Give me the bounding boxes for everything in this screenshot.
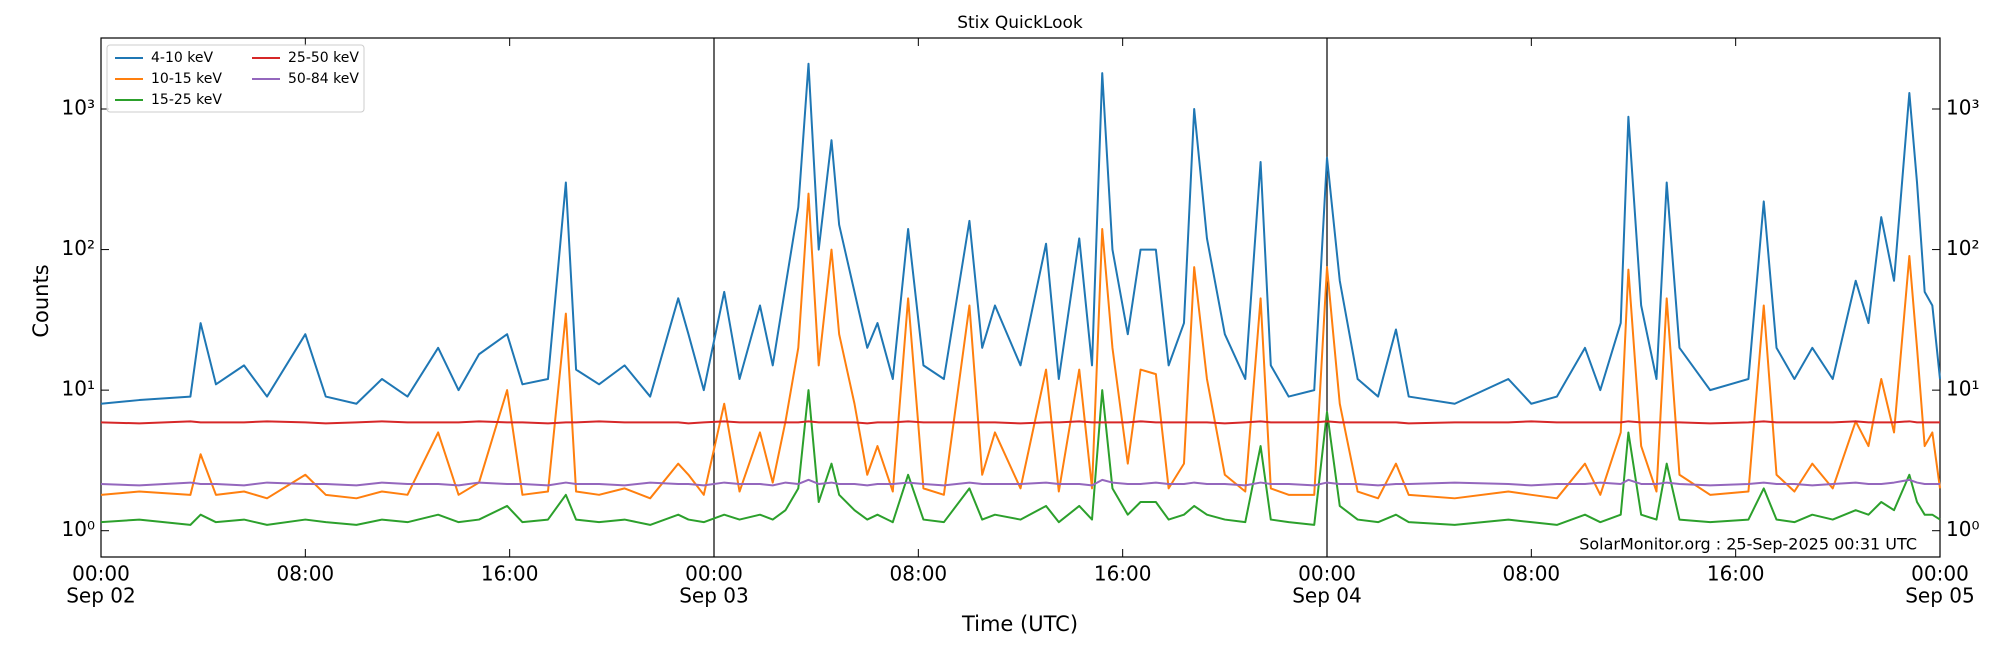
y-tick-label: 10³ bbox=[62, 96, 95, 120]
y-tick-label: 10⁰ bbox=[62, 517, 95, 541]
x-tick-label: 08:00 bbox=[1503, 562, 1561, 586]
legend-label: 50-84 keV bbox=[288, 71, 359, 87]
series-line bbox=[100, 62, 1941, 405]
series-line bbox=[100, 478, 1940, 487]
y-tick-label: 10² bbox=[62, 236, 95, 260]
legend-label: 4-10 keV bbox=[151, 50, 213, 66]
chart-title: Stix QuickLook bbox=[957, 13, 1083, 33]
x-tick-label: 16:00 bbox=[1707, 562, 1765, 586]
y-axis-label: Counts bbox=[29, 264, 53, 337]
y-tick-label-right: 10³ bbox=[1946, 96, 1979, 120]
x-tick-label: 08:00 bbox=[277, 562, 335, 586]
x-date-label: Sep 05 bbox=[1905, 584, 1975, 608]
legend-label: 15-25 keV bbox=[151, 92, 222, 108]
y-tick-label: 10¹ bbox=[62, 377, 95, 401]
x-tick-label: 08:00 bbox=[890, 562, 948, 586]
x-tick-label: 00:00 bbox=[685, 562, 743, 586]
legend-label: 10-15 keV bbox=[151, 71, 222, 87]
x-tick-label: 00:00 bbox=[72, 562, 130, 586]
legend: 4-10 keV 10-15 keV 15-25 keV 25-50 keV 50-84… bbox=[106, 44, 365, 113]
x-tick-label: 00:00 bbox=[1911, 562, 1969, 586]
x-axis-label: Time (UTC) bbox=[961, 612, 1078, 636]
legend-label: 25-50 keV bbox=[288, 50, 359, 66]
series-line bbox=[100, 420, 1940, 425]
annotation: SolarMonitor.org : 25-Sep-2025 00:31 UTC bbox=[1579, 535, 1917, 554]
legend-box bbox=[106, 44, 365, 113]
x-tick-label: 16:00 bbox=[1094, 562, 1152, 586]
y-tick-label-right: 10⁰ bbox=[1946, 517, 1979, 541]
x-date-label: Sep 02 bbox=[66, 584, 136, 608]
y-tick-label-right: 10¹ bbox=[1946, 377, 1979, 401]
x-tick-label: 00:00 bbox=[1298, 562, 1356, 586]
y-tick-label-right: 10² bbox=[1946, 236, 1979, 260]
plot-frame bbox=[100, 37, 1941, 558]
series-line bbox=[100, 192, 1941, 500]
series-line bbox=[100, 389, 1941, 526]
x-tick-label: 16:00 bbox=[481, 562, 539, 586]
x-date-label: Sep 04 bbox=[1292, 584, 1362, 608]
x-date-label: Sep 03 bbox=[679, 584, 749, 608]
